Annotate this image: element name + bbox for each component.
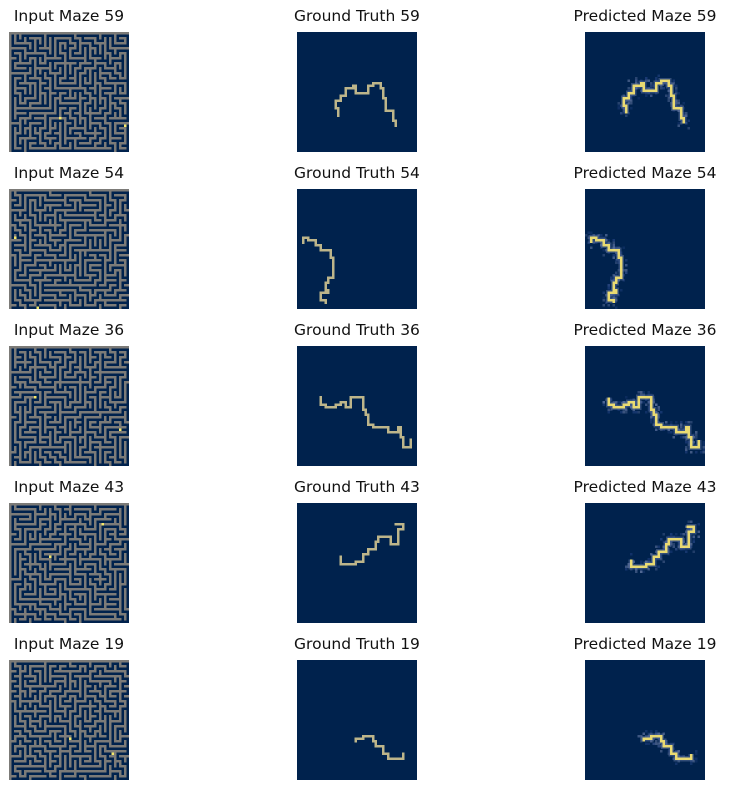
panel-title: Input Maze 54	[0, 163, 149, 183]
maze-endpoint-marker	[124, 125, 127, 128]
panel-title: Ground Truth 19	[277, 634, 437, 654]
maze-endpoint-marker	[49, 556, 52, 559]
predicted-maze-panel: Predicted Maze 19	[565, 634, 725, 784]
panel-title: Predicted Maze 36	[565, 320, 725, 340]
input-maze-panel: Input Maze 19	[0, 634, 149, 784]
prediction-heatmap-image	[585, 660, 705, 780]
solution-path-image	[297, 660, 417, 780]
input-maze-panel: Input Maze 43	[0, 477, 149, 627]
prediction-heatmap-image	[585, 346, 705, 466]
ground-truth-panel: Ground Truth 43	[277, 477, 437, 627]
predicted-maze-panel: Predicted Maze 36	[565, 320, 725, 470]
solution-path-image	[297, 32, 417, 152]
panel-title: Input Maze 19	[0, 634, 149, 654]
maze-endpoint-marker	[112, 753, 115, 756]
ground-truth-panel: Ground Truth 54	[277, 163, 437, 313]
panel-title: Ground Truth 54	[277, 163, 437, 183]
panel-title: Ground Truth 43	[277, 477, 437, 497]
predicted-maze-panel: Predicted Maze 43	[565, 477, 725, 627]
input-maze-panel: Input Maze 36	[0, 320, 149, 470]
maze-endpoint-marker	[69, 738, 72, 741]
panel-title: Predicted Maze 54	[565, 163, 725, 183]
solution-path-image	[297, 503, 417, 623]
maze-endpoint-marker	[37, 307, 40, 310]
panel-title: Ground Truth 59	[277, 6, 437, 26]
prediction-heatmap-image	[585, 189, 705, 309]
panel-title: Input Maze 59	[0, 6, 149, 26]
maze-image	[9, 32, 129, 152]
maze-endpoint-marker	[14, 237, 17, 240]
solution-path-image	[297, 189, 417, 309]
panel-title: Predicted Maze 43	[565, 477, 725, 497]
maze-image	[9, 660, 129, 780]
panel-title: Predicted Maze 59	[565, 6, 725, 26]
maze-endpoint-marker	[59, 117, 62, 120]
panel-title: Input Maze 43	[0, 477, 149, 497]
input-maze-panel: Input Maze 54	[0, 163, 149, 313]
ground-truth-panel: Ground Truth 19	[277, 634, 437, 784]
ground-truth-panel: Ground Truth 59	[277, 6, 437, 156]
maze-image	[9, 503, 129, 623]
predicted-maze-panel: Predicted Maze 54	[565, 163, 725, 313]
prediction-heatmap-image	[585, 503, 705, 623]
panel-title: Predicted Maze 19	[565, 634, 725, 654]
panel-title: Input Maze 36	[0, 320, 149, 340]
input-maze-panel: Input Maze 59	[0, 6, 149, 156]
prediction-heatmap-image	[585, 32, 705, 152]
maze-endpoint-marker	[102, 523, 105, 526]
solution-path-image	[297, 346, 417, 466]
panel-title: Ground Truth 36	[277, 320, 437, 340]
ground-truth-panel: Ground Truth 36	[277, 320, 437, 470]
maze-endpoint-marker	[34, 396, 37, 399]
maze-image	[9, 346, 129, 466]
maze-image	[9, 189, 129, 309]
maze-endpoint-marker	[119, 429, 122, 432]
predicted-maze-panel: Predicted Maze 59	[565, 6, 725, 156]
